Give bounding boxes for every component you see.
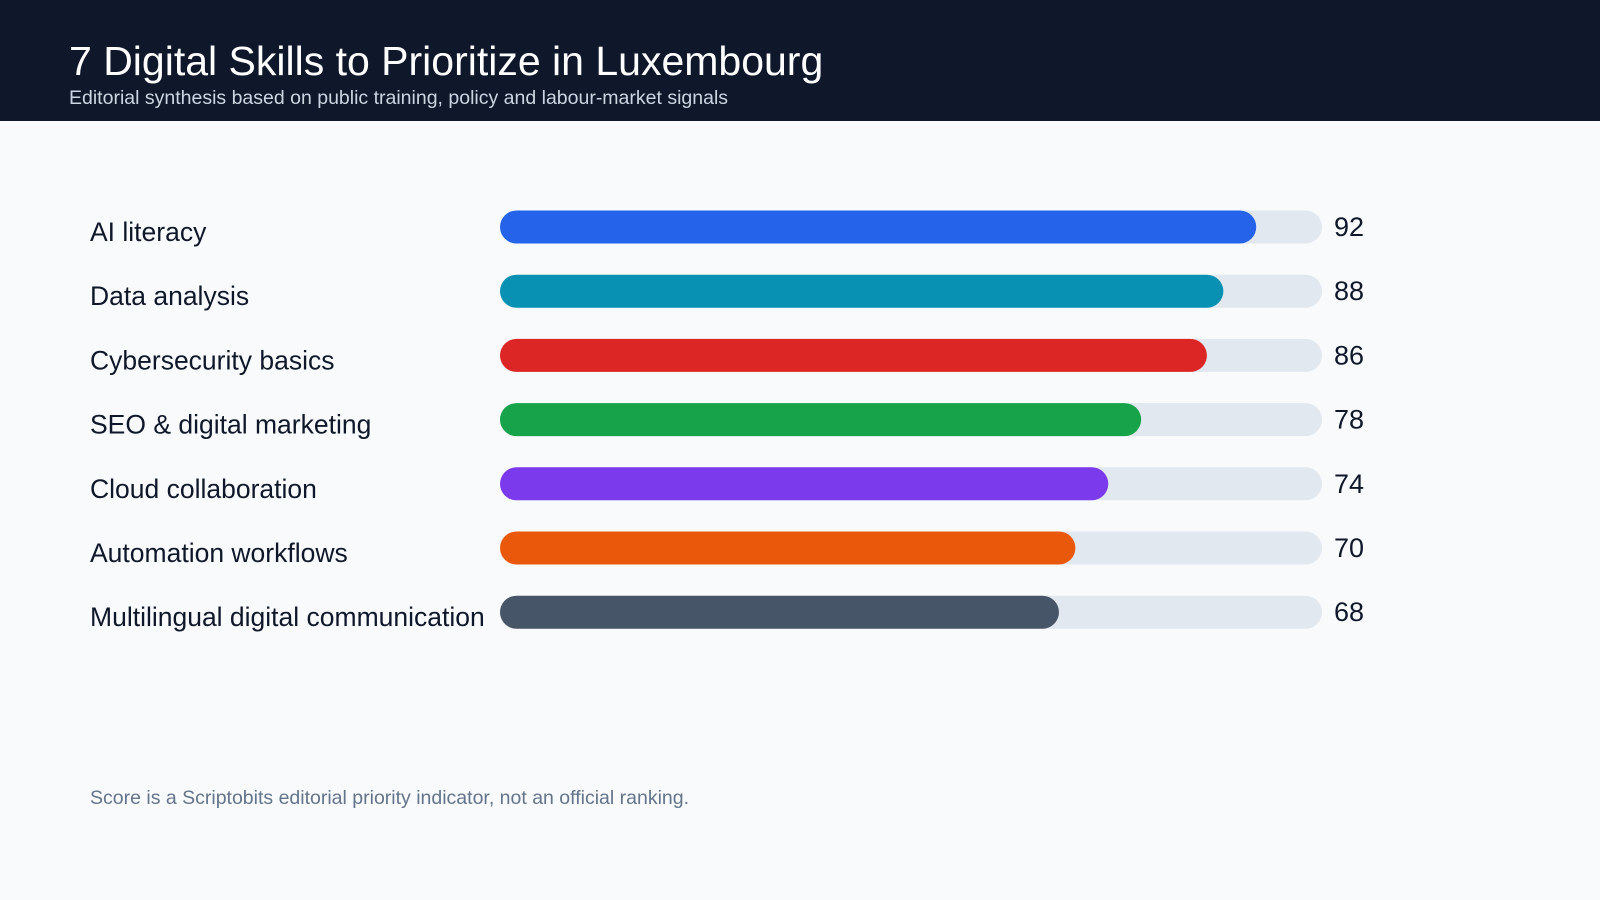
category-label: Cybersecurity basics [90, 345, 334, 375]
bar [500, 531, 1076, 565]
bar [500, 467, 1109, 501]
bar-row: Automation workflows 70 [90, 531, 1364, 568]
value-label: 70 [1334, 533, 1364, 563]
page-title: 7 Digital Skills to Prioritize in Luxemb… [69, 38, 824, 84]
category-label: AI literacy [90, 217, 207, 247]
category-label: Data analysis [90, 281, 249, 311]
category-label: SEO & digital marketing [90, 410, 371, 440]
page-subtitle: Editorial synthesis based on public trai… [69, 87, 729, 109]
value-label: 78 [1334, 405, 1364, 435]
bar-row: Cloud collaboration 74 [90, 467, 1364, 504]
bar-row: Multilingual digital communication 68 [90, 595, 1364, 632]
bar [500, 210, 1257, 244]
footnote: Score is a Scriptobits editorial priorit… [90, 787, 690, 809]
category-label: Automation workflows [90, 538, 348, 568]
bar [500, 274, 1224, 308]
category-label: Cloud collaboration [90, 474, 317, 504]
bar [500, 595, 1059, 629]
value-label: 88 [1334, 276, 1364, 306]
value-label: 92 [1334, 212, 1364, 242]
bar [500, 403, 1142, 437]
bar-row: Data analysis 88 [90, 274, 1364, 311]
value-label: 86 [1334, 340, 1364, 370]
bar-row: SEO & digital marketing 78 [90, 403, 1364, 440]
value-label: 74 [1334, 469, 1364, 499]
bar-row: Cybersecurity basics 86 [90, 338, 1364, 375]
value-label: 68 [1334, 597, 1364, 627]
category-label: Multilingual digital communication [90, 602, 485, 632]
bar [500, 338, 1207, 372]
header-bar: 7 Digital Skills to Prioritize in Luxemb… [0, 0, 1600, 121]
bar-chart: AI literacy 92 Data analysis 88 Cybersecurit… [90, 210, 1364, 632]
bar-row: AI literacy 92 [90, 210, 1364, 247]
